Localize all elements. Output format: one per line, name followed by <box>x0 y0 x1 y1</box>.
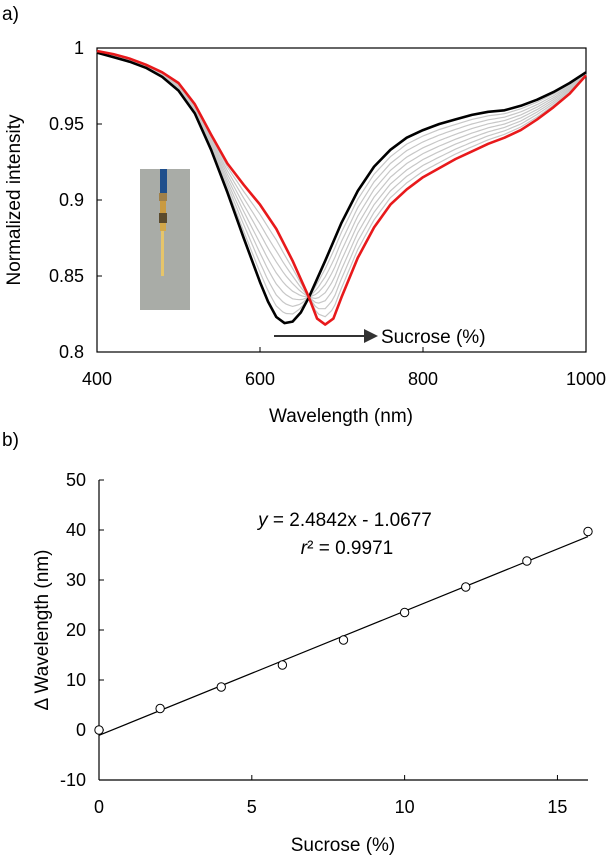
panel-b-y-axis-title: Δ Wavelength (nm) <box>32 550 53 711</box>
panel-a-x-ticks: 400 600 800 1000 <box>82 347 606 389</box>
panel-b-points <box>94 526 593 735</box>
fit-r-squared: r² = 0.9971 <box>301 538 393 559</box>
panel-a: a) 400 600 800 1000 0.8 0.85 0.9 0.95 1 Wavelen… <box>2 4 606 427</box>
panel-b-label: b) <box>2 430 19 451</box>
fiber-probe-photo <box>140 169 190 310</box>
y-tick-label: 20 <box>66 620 86 640</box>
sucrose-shift-label: Sucrose (%) <box>381 327 486 348</box>
y-tick-label: 50 <box>66 470 86 490</box>
fit-equation: y = 2.4842x - 1.0677 <box>256 510 432 531</box>
y-tick-label: 30 <box>66 570 86 590</box>
x-tick-label: 1000 <box>566 369 606 389</box>
x-tick-label: 15 <box>547 797 567 817</box>
data-point <box>583 526 593 537</box>
x-tick-label: 10 <box>395 797 415 817</box>
panel-a-curves <box>96 49 587 326</box>
data-point <box>277 660 288 670</box>
panel-a-label: a) <box>2 4 19 25</box>
intermediate-spectrum-line <box>96 51 587 300</box>
y-tick-label: 0 <box>76 720 86 740</box>
y-tick-label: 0.85 <box>49 266 84 286</box>
x-tick-label: 800 <box>408 369 438 389</box>
panel-b: b) 0 5 10 15 -10 0 10 20 30 40 50 Sucrose (%) Δ W… <box>2 430 593 856</box>
data-point <box>155 703 165 714</box>
spectrum-line-black <box>96 51 587 325</box>
x-tick-label: 5 <box>247 797 257 817</box>
panel-a-x-axis-title: Wavelength (nm) <box>269 406 413 427</box>
spectrum-line-red <box>96 49 587 326</box>
data-point <box>94 725 104 735</box>
x-tick-label: 0 <box>94 797 104 817</box>
panel-a-y-axis-title: Normalized intensity <box>4 114 25 286</box>
data-point <box>399 607 410 618</box>
y-tick-label: 1 <box>74 38 84 58</box>
y-tick-label: 0.8 <box>59 342 84 362</box>
data-point <box>216 682 226 692</box>
data-point <box>338 635 349 645</box>
panel-b-y-ticks: -10 0 10 20 30 40 50 <box>60 470 104 790</box>
y-tick-label: 40 <box>66 520 86 540</box>
y-tick-label: 0.9 <box>59 190 84 210</box>
y-tick-label: -10 <box>60 770 86 790</box>
x-tick-label: 400 <box>82 369 112 389</box>
panel-a-y-ticks: 0.8 0.85 0.9 0.95 1 <box>49 38 102 362</box>
data-point <box>522 556 532 566</box>
y-tick-label: 10 <box>66 670 86 690</box>
sucrose-shift-arrow <box>274 329 378 343</box>
data-point <box>461 582 471 592</box>
x-tick-label: 600 <box>245 369 275 389</box>
panel-b-x-ticks: 0 5 10 15 <box>94 775 567 817</box>
y-tick-label: 0.95 <box>49 114 84 134</box>
panel-b-x-axis-title: Sucrose (%) <box>291 835 396 856</box>
